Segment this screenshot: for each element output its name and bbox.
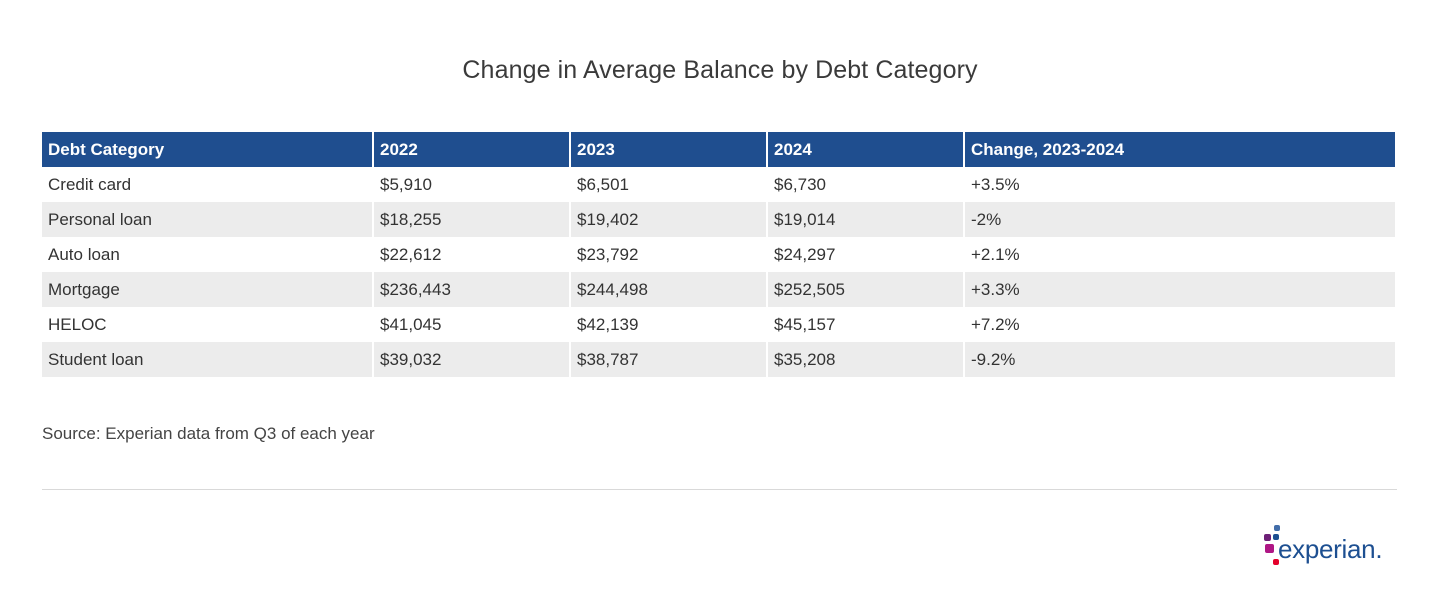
- cell-change: +7.2%: [963, 307, 1395, 342]
- cell-2022: $39,032: [372, 342, 569, 377]
- cell-2023: $23,792: [569, 237, 766, 272]
- cell-change: +3.3%: [963, 272, 1395, 307]
- header-2023: 2023: [569, 132, 766, 167]
- header-change: Change, 2023-2024: [963, 132, 1395, 167]
- cell-2022: $5,910: [372, 167, 569, 202]
- cell-2024: $252,505: [766, 272, 963, 307]
- cell-2024: $19,014: [766, 202, 963, 237]
- table-row: Personal loan $18,255 $19,402 $19,014 -2…: [42, 202, 1395, 237]
- debt-balance-table: Debt Category 2022 2023 2024 Change, 202…: [42, 132, 1395, 377]
- logo-dot: [1274, 525, 1280, 531]
- cell-change: +2.1%: [963, 237, 1395, 272]
- cell-2022: $41,045: [372, 307, 569, 342]
- header-debt-category: Debt Category: [42, 132, 372, 167]
- logo-dot: [1265, 544, 1274, 553]
- cell-category: Mortgage: [42, 272, 372, 307]
- cell-change: -9.2%: [963, 342, 1395, 377]
- cell-2023: $244,498: [569, 272, 766, 307]
- cell-2023: $38,787: [569, 342, 766, 377]
- cell-2024: $24,297: [766, 237, 963, 272]
- table-row: HELOC $41,045 $42,139 $45,157 +7.2%: [42, 307, 1395, 342]
- table-row: Credit card $5,910 $6,501 $6,730 +3.5%: [42, 167, 1395, 202]
- source-note: Source: Experian data from Q3 of each ye…: [42, 424, 375, 443]
- cell-category: Personal loan: [42, 202, 372, 237]
- cell-category: Credit card: [42, 167, 372, 202]
- experian-logo: experian.: [1264, 525, 1394, 569]
- cell-2022: $22,612: [372, 237, 569, 272]
- cell-category: Student loan: [42, 342, 372, 377]
- cell-category: Auto loan: [42, 237, 372, 272]
- page-title: Change in Average Balance by Debt Catego…: [462, 56, 978, 84]
- cell-2022: $18,255: [372, 202, 569, 237]
- divider: [42, 489, 1397, 490]
- logo-wordmark: experian.: [1278, 534, 1383, 564]
- logo-dot: [1273, 559, 1279, 565]
- cell-change: -2%: [963, 202, 1395, 237]
- logo-dot: [1273, 534, 1279, 540]
- table-row: Auto loan $22,612 $23,792 $24,297 +2.1%: [42, 237, 1395, 272]
- logo-dot: [1264, 534, 1271, 541]
- header-2024: 2024: [766, 132, 963, 167]
- logo-dots-icon: [1264, 525, 1280, 569]
- cell-2022: $236,443: [372, 272, 569, 307]
- cell-change: +3.5%: [963, 167, 1395, 202]
- cell-2024: $45,157: [766, 307, 963, 342]
- header-2022: 2022: [372, 132, 569, 167]
- cell-category: HELOC: [42, 307, 372, 342]
- table-row: Student loan $39,032 $38,787 $35,208 -9.…: [42, 342, 1395, 377]
- table-header-row: Debt Category 2022 2023 2024 Change, 202…: [42, 132, 1395, 167]
- cell-2023: $42,139: [569, 307, 766, 342]
- cell-2023: $6,501: [569, 167, 766, 202]
- cell-2024: $6,730: [766, 167, 963, 202]
- cell-2024: $35,208: [766, 342, 963, 377]
- cell-2023: $19,402: [569, 202, 766, 237]
- table-row: Mortgage $236,443 $244,498 $252,505 +3.3…: [42, 272, 1395, 307]
